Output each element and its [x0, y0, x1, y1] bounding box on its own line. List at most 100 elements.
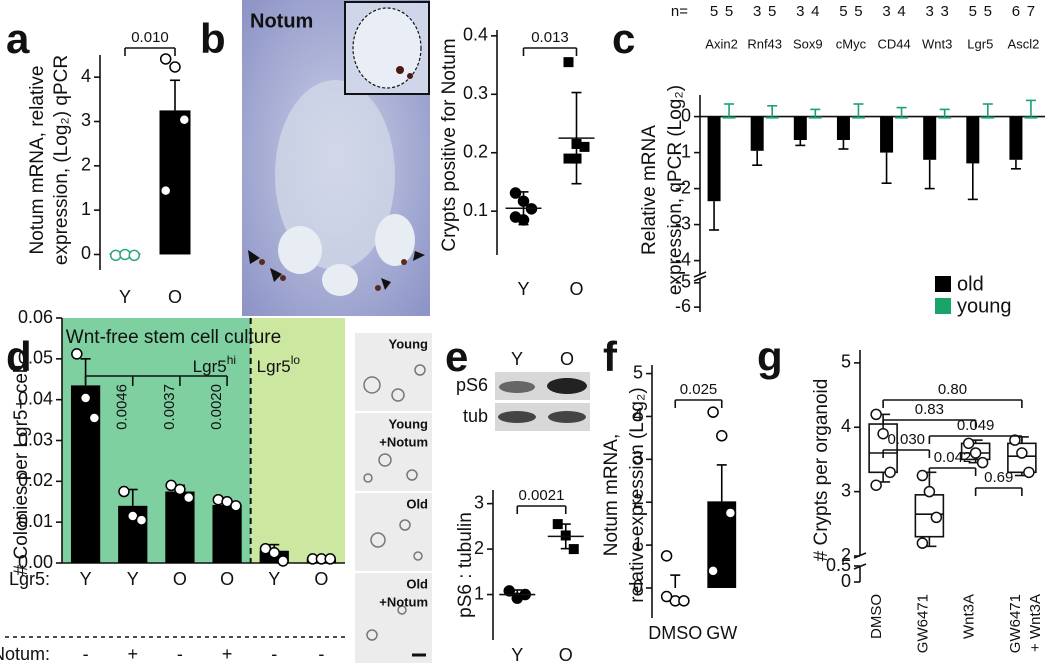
data-point — [870, 479, 882, 491]
data-point — [969, 447, 982, 459]
notum-sign: + — [222, 644, 233, 664]
notum-sign: - — [271, 644, 277, 664]
image-label: +Notum — [379, 594, 428, 609]
bar — [165, 491, 195, 563]
panel-letter: g — [757, 333, 783, 380]
x-tick-label: O — [559, 645, 573, 665]
data-point — [169, 61, 181, 73]
p-value: 0.80 — [938, 381, 967, 398]
bar — [851, 116, 865, 119]
n-label: 3 — [941, 3, 949, 20]
bar — [707, 116, 721, 202]
data-point — [118, 485, 130, 498]
y-tick-label: 1 — [81, 199, 91, 219]
bar — [765, 116, 779, 119]
panel-letter: e — [445, 333, 468, 380]
x-tick-label: CD44 — [877, 36, 910, 51]
data-point — [707, 565, 719, 577]
y-tick-label: 0.05 — [18, 348, 53, 368]
x-tick-label: Y — [80, 569, 92, 589]
y-tick-label: 2 — [841, 545, 851, 565]
data-point — [678, 595, 690, 607]
data-point — [119, 248, 131, 261]
bar — [938, 116, 952, 119]
y-tick-label: 0.3 — [463, 83, 488, 103]
p-value: 0.049 — [957, 417, 995, 434]
notum-sign: - — [177, 644, 183, 664]
p-value: 0.0021 — [519, 487, 565, 504]
data-point — [707, 406, 719, 418]
image-label: Notum — [250, 10, 313, 32]
bar — [981, 116, 995, 119]
x-tick-label: Y — [268, 569, 280, 589]
y-tick-label: 4 — [841, 416, 851, 436]
legend-label: old — [957, 273, 984, 295]
y-tick-label: 2 — [81, 155, 91, 175]
bar — [966, 116, 980, 164]
x-tick-label: O — [220, 569, 234, 589]
row-label: Lgr5: — [9, 569, 50, 589]
x-tick-label: Y — [511, 645, 523, 665]
bar — [808, 116, 822, 119]
x-tick-label: Lgr5 — [967, 36, 993, 51]
data-point — [976, 456, 989, 469]
data-point — [660, 590, 673, 603]
data-point — [159, 53, 172, 65]
blot-lane: O — [560, 349, 574, 369]
data-point — [128, 249, 141, 262]
y-axis-label: Notum mRNA, — [601, 434, 622, 556]
box — [868, 423, 898, 474]
y-tick-label: 4 — [633, 405, 643, 425]
data-point — [503, 585, 515, 597]
bar — [923, 116, 937, 160]
legend-label: young — [957, 295, 1012, 317]
n-label: 5 — [725, 3, 733, 20]
bar — [793, 116, 807, 140]
region-label-sup: lo — [291, 353, 301, 367]
axis-break — [853, 552, 867, 559]
y-axis-label: expression, qPCR (Log₂) — [665, 85, 686, 295]
y-tick-label: -2 — [675, 177, 691, 197]
y-tick-label: 1 — [633, 534, 643, 554]
row-label: Notum: — [0, 644, 50, 664]
x-tick-label: O — [173, 569, 187, 589]
y-tick-label: 0.03 — [18, 429, 53, 449]
y-tick-label: 4 — [81, 66, 91, 86]
y-axis-label: # Colonies per Lgr5+ cell — [11, 365, 32, 576]
data-point — [268, 547, 280, 559]
image-label: +Notum — [379, 434, 428, 449]
region-label-main: Lgr5 — [257, 357, 291, 376]
bar — [212, 505, 242, 563]
image-label: Young — [389, 336, 429, 351]
y-tick-label: -4 — [675, 249, 691, 269]
n-label: 5 — [839, 3, 847, 20]
y-tick-label: 5 — [841, 352, 851, 372]
data-point — [660, 550, 673, 562]
n-label: 5 — [768, 3, 776, 20]
data-point — [916, 469, 929, 482]
y-axis-label: # Crypts per organoid — [811, 379, 832, 562]
y-tick-label: 0.00 — [18, 552, 53, 572]
bar — [880, 116, 894, 153]
bar — [1009, 116, 1023, 160]
y-tick-label: 0.01 — [18, 511, 53, 531]
n-label: 3 — [753, 3, 761, 20]
n-label: 5 — [710, 3, 718, 20]
n-label: 3 — [882, 3, 890, 20]
n-label: 6 — [1012, 3, 1020, 20]
x-tick-label: O — [569, 279, 583, 299]
data-point — [277, 555, 289, 567]
panel-letter: c — [612, 15, 635, 62]
data-point — [877, 427, 889, 440]
data-point — [716, 430, 728, 442]
p-value: 0.010 — [131, 29, 169, 46]
y-tick-label: -3 — [675, 213, 691, 233]
y-tick-label: 3 — [81, 110, 91, 130]
x-tick-label: cMyc — [836, 36, 867, 51]
axis-break — [693, 271, 707, 278]
region-label: Lgr5lo — [257, 353, 301, 376]
y-tick-label: -1 — [675, 141, 691, 161]
x-tick-label: DMSO — [648, 623, 702, 643]
y-tick-label: 2 — [474, 538, 484, 558]
data-point — [1009, 434, 1021, 446]
